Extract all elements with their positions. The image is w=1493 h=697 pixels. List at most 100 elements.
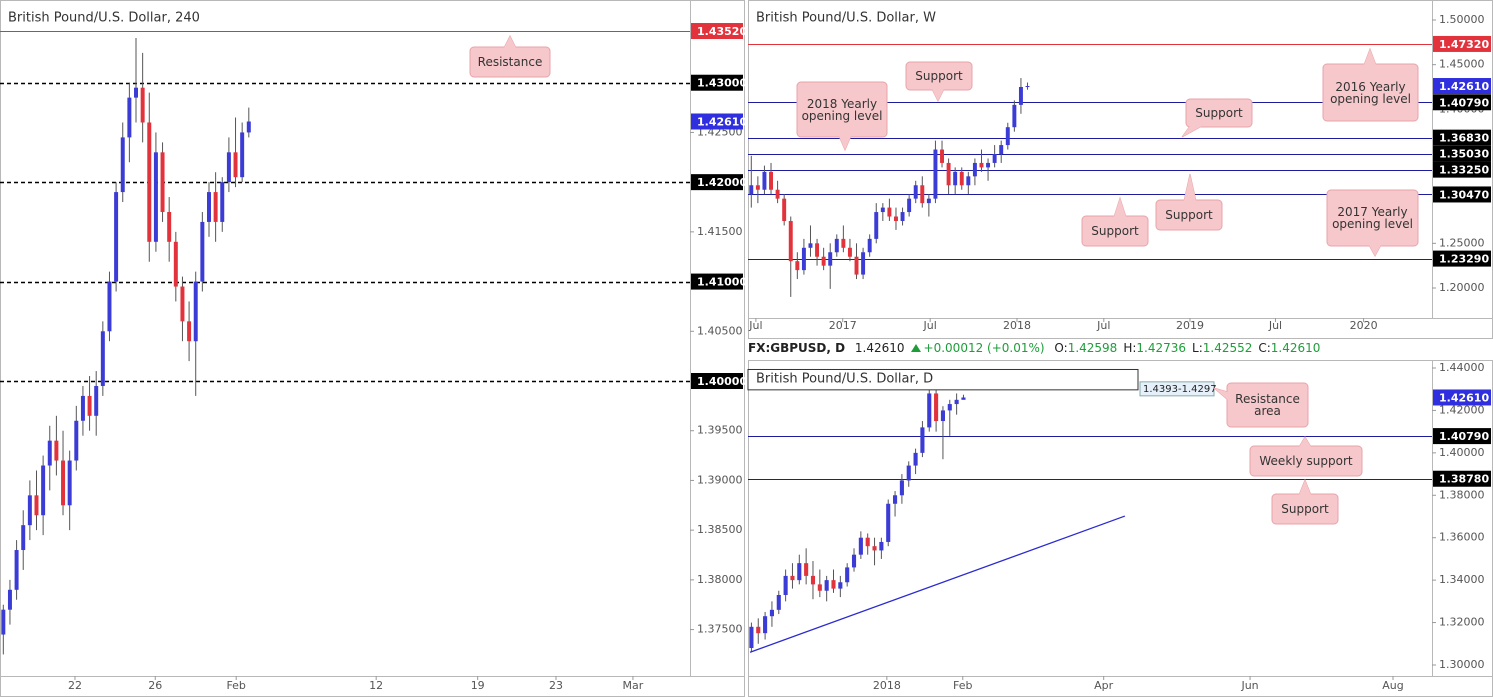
candle-body <box>804 563 809 576</box>
candle-body <box>762 171 767 190</box>
candle-body <box>953 171 958 186</box>
price-box-label: 1.43000 <box>697 77 747 90</box>
candle-body <box>776 594 781 610</box>
candle-body <box>913 185 918 199</box>
candle-body <box>913 452 918 466</box>
candle-body <box>107 281 112 332</box>
price-box <box>691 373 743 390</box>
callout-text: 2017 Yearly opening level <box>1332 205 1413 231</box>
price-box <box>1433 145 1491 162</box>
callout-seam <box>504 36 516 48</box>
price-box-label: 1.36830 <box>1439 132 1489 145</box>
candle-body <box>821 256 826 266</box>
callout-text: Support <box>915 69 963 83</box>
callout-frame: Resistance <box>478 56 543 68</box>
candle-body <box>240 132 245 178</box>
candle-body <box>749 626 754 649</box>
x-tick-label: 2018 <box>873 679 901 692</box>
price-box <box>691 23 743 40</box>
y-tick-label: 1.34000 <box>1439 573 1485 586</box>
x-tick-label: Jul <box>1096 319 1110 332</box>
candle-body <box>927 393 932 428</box>
x-tick-label: 2019 <box>1176 319 1204 332</box>
price-box-label: 1.47320 <box>1439 38 1489 51</box>
y-tick-label: 1.40500 <box>697 324 743 337</box>
y-tick-label: 1.42000 <box>1439 403 1485 416</box>
callout-frame: Support <box>915 69 963 83</box>
candle-body <box>87 395 92 416</box>
candle-body <box>934 393 939 422</box>
field-value: 1.42736 <box>1136 341 1187 355</box>
candle-body <box>74 420 79 461</box>
y-tick-label: 1.38500 <box>697 523 743 536</box>
candle-body <box>1012 104 1017 128</box>
zone-label-box <box>1139 381 1215 397</box>
candle-body <box>233 152 238 178</box>
candle-body <box>865 537 870 547</box>
price-box-label: 1.38780 <box>1439 473 1489 486</box>
y-tick-label: 1.39500 <box>697 424 743 437</box>
y-tick-label: 1.37500 <box>697 623 743 636</box>
y-tick-label: 1.39000 <box>697 473 743 486</box>
callout-frame: Support <box>1281 503 1328 515</box>
candle-body <box>834 238 839 253</box>
candle-body <box>1025 86 1030 88</box>
candle-body <box>900 212 905 221</box>
callout-text: Weekly support <box>1259 454 1353 468</box>
candle-body <box>920 427 925 453</box>
candle-body <box>887 207 892 217</box>
ohlc-fields: O:1.42598 H:1.42736 L:1.42552 C:1.42610 <box>1048 341 1320 355</box>
candle-body <box>769 609 774 617</box>
x-tick-label: 2017 <box>829 319 857 332</box>
candle-body <box>193 281 198 342</box>
candle-body <box>173 241 178 287</box>
candle-body <box>783 575 788 595</box>
trendline <box>749 515 1126 653</box>
candle-body <box>841 238 846 248</box>
candle-body <box>47 440 52 466</box>
y-tick-label: 1.50000 <box>1439 13 1485 26</box>
price-box-label: 1.43520 <box>697 25 747 38</box>
candle-body <box>920 185 925 204</box>
candle-body <box>797 563 802 581</box>
x-tick-label: Feb <box>226 679 245 692</box>
candle-body <box>41 465 46 516</box>
candle-body <box>27 495 32 526</box>
candle-body <box>763 616 768 634</box>
callout-text: Support <box>1165 208 1213 222</box>
price-box <box>1433 470 1491 487</box>
callout-seam <box>1114 198 1126 217</box>
candle-body <box>795 261 800 271</box>
candle-body <box>808 243 813 248</box>
candle-body <box>180 286 185 322</box>
candle-body <box>782 198 787 221</box>
field-value: 1.42610 <box>1270 341 1321 355</box>
callout-text: Resistance area <box>1235 392 1300 418</box>
candle-body <box>226 152 231 183</box>
price-box <box>1433 161 1491 178</box>
callout-seam <box>1364 49 1376 65</box>
price-box <box>1433 186 1491 203</box>
callout-frame: Support <box>1165 208 1213 222</box>
candle-body <box>899 480 904 496</box>
x-tick-label: Apr <box>1094 679 1114 692</box>
candle-body <box>134 87 138 98</box>
callout-frame: Weekly support <box>1259 454 1353 468</box>
candle-body <box>954 399 959 405</box>
price-box-label: 1.23290 <box>1439 253 1489 266</box>
candle-body <box>1 609 6 635</box>
candle-body <box>940 149 944 163</box>
x-tick-label: Aug <box>1382 679 1403 692</box>
y-tick-label: 1.30000 <box>1439 658 1485 671</box>
y-tick-label: 1.32000 <box>1439 616 1485 629</box>
candle-body <box>246 121 251 133</box>
candle-body <box>906 465 911 481</box>
price: 1.42610 <box>854 341 905 355</box>
candle-body <box>755 185 760 190</box>
price-box-label: 1.42610 <box>1439 80 1489 93</box>
candle-body <box>986 162 991 168</box>
callout-text: Support <box>1091 224 1139 238</box>
candle-body <box>153 152 158 242</box>
x-tick-label: 2020 <box>1350 319 1378 332</box>
field-label: L: <box>1192 341 1203 355</box>
